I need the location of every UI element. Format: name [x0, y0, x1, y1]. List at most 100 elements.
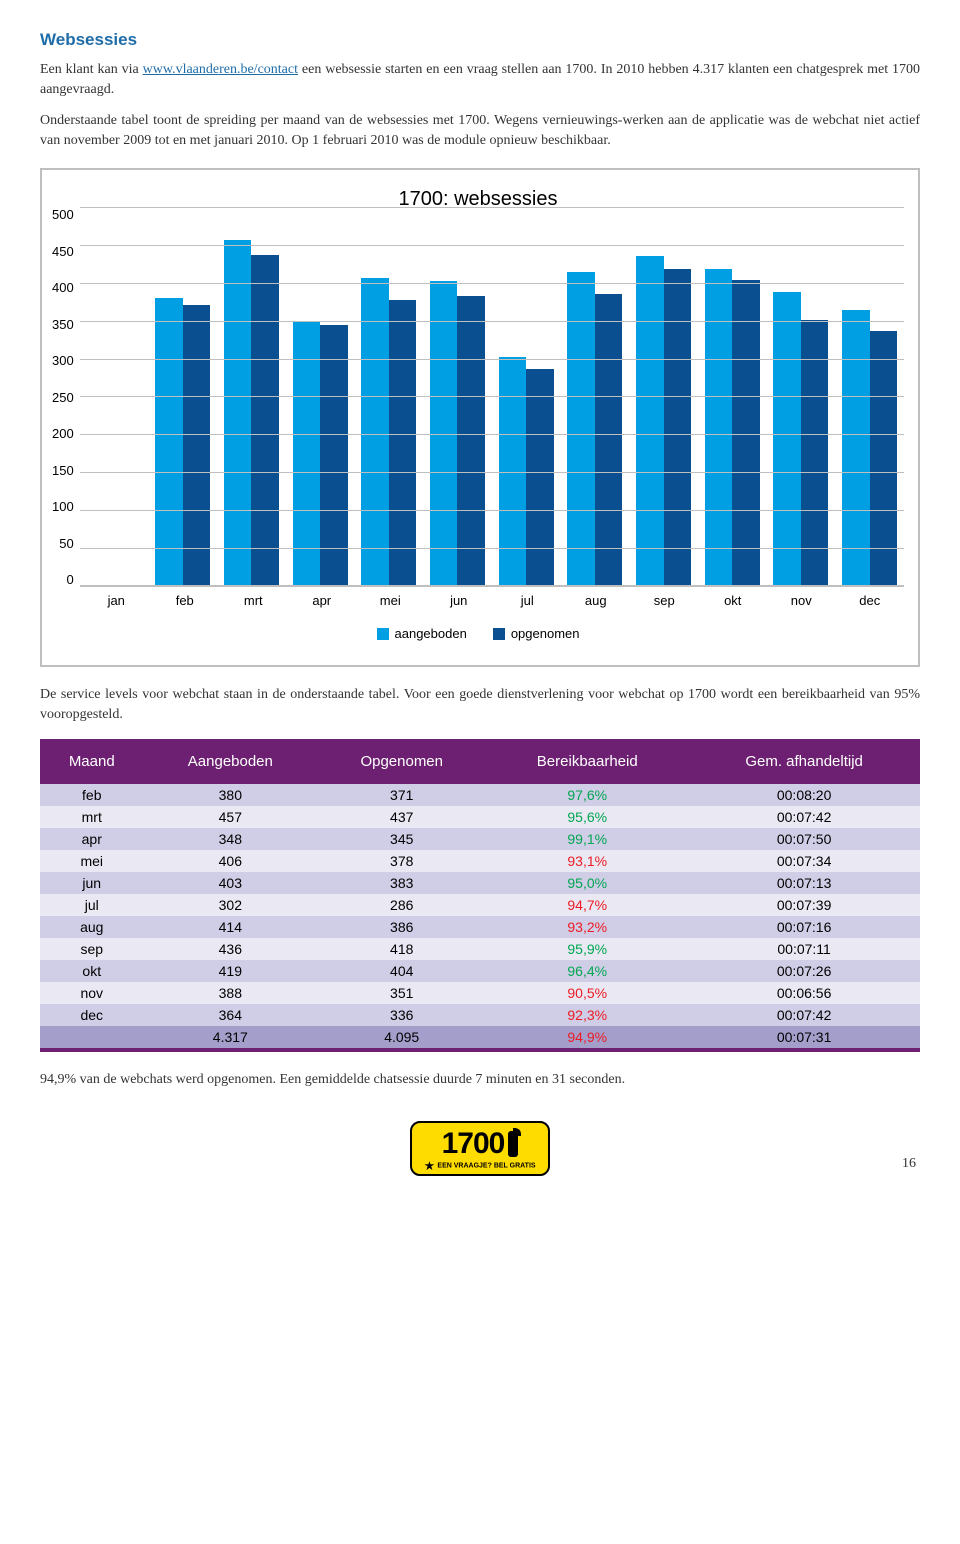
- table-total-cell: 00:07:31: [688, 1026, 920, 1050]
- table-cell: 380: [144, 784, 318, 806]
- table-row: jul30228694,7%00:07:39: [40, 894, 920, 916]
- table-cell: 94,7%: [486, 894, 688, 916]
- bar: [430, 281, 457, 586]
- table-cell: 419: [144, 960, 318, 982]
- legend-label: aangeboden: [395, 626, 467, 641]
- table-cell: 92,3%: [486, 1004, 688, 1026]
- table-cell: feb: [40, 784, 144, 806]
- table-cell: jul: [40, 894, 144, 916]
- table-cell: 383: [317, 872, 486, 894]
- phone-icon: [508, 1131, 518, 1157]
- table-cell: 00:07:26: [688, 960, 920, 982]
- x-tick: jan: [82, 587, 151, 608]
- summary-paragraph: 94,9% van de webchats werd opgenomen. Ee…: [40, 1070, 920, 1090]
- table-cell: 403: [144, 872, 318, 894]
- table-cell: 95,6%: [486, 806, 688, 828]
- table-cell: 414: [144, 916, 318, 938]
- table-total-cell: [40, 1026, 144, 1050]
- bar: [389, 300, 416, 586]
- bar: [732, 280, 759, 585]
- table-header-cell: Aangeboden: [144, 739, 318, 784]
- table-cell: 00:07:11: [688, 938, 920, 960]
- x-tick: dec: [836, 587, 905, 608]
- table-total-cell: 4.317: [144, 1026, 318, 1050]
- table-cell: 336: [317, 1004, 486, 1026]
- table-cell: 378: [317, 850, 486, 872]
- table-cell: 00:07:42: [688, 806, 920, 828]
- table-cell: 286: [317, 894, 486, 916]
- table-cell: nov: [40, 982, 144, 1004]
- table-total-cell: 94,9%: [486, 1026, 688, 1050]
- table-row: sep43641895,9%00:07:11: [40, 938, 920, 960]
- table-cell: 00:06:56: [688, 982, 920, 1004]
- table-cell: 406: [144, 850, 318, 872]
- service-level-table: MaandAangebodenOpgenomenBereikbaarheidGe…: [40, 739, 920, 1052]
- bar: [801, 320, 828, 585]
- table-cell: 457: [144, 806, 318, 828]
- bar: [155, 298, 182, 585]
- x-tick: aug: [562, 587, 631, 608]
- x-tick: mei: [356, 587, 425, 608]
- bar: [183, 305, 210, 585]
- table-cell: 351: [317, 982, 486, 1004]
- bar: [636, 256, 663, 586]
- y-tick: 450: [52, 244, 74, 259]
- table-cell: 418: [317, 938, 486, 960]
- table-row: mrt45743795,6%00:07:42: [40, 806, 920, 828]
- table-cell: 99,1%: [486, 828, 688, 850]
- bar: [595, 294, 622, 586]
- table-cell: okt: [40, 960, 144, 982]
- table-header-cell: Maand: [40, 739, 144, 784]
- table-cell: sep: [40, 938, 144, 960]
- table-cell: dec: [40, 1004, 144, 1026]
- websessies-chart: 1700: websessies 50045040035030025020015…: [40, 168, 920, 667]
- legend-item: opgenomen: [493, 626, 580, 641]
- table-header-cell: Gem. afhandeltijd: [688, 739, 920, 784]
- bar: [457, 296, 484, 586]
- table-cell: 00:07:13: [688, 872, 920, 894]
- table-cell: aug: [40, 916, 144, 938]
- emblem-icon: [424, 1161, 434, 1170]
- table-cell: 388: [144, 982, 318, 1004]
- table-cell: 348: [144, 828, 318, 850]
- table-cell: 95,0%: [486, 872, 688, 894]
- chart-x-axis: janfebmrtaprmeijunjulaugsepoktnovdec: [82, 587, 904, 608]
- table-row: mei40637893,1%00:07:34: [40, 850, 920, 872]
- x-tick: sep: [630, 587, 699, 608]
- table-row: jun40338395,0%00:07:13: [40, 872, 920, 894]
- text: Een klant kan via: [40, 62, 143, 77]
- table-total-row: 4.3174.09594,9%00:07:31: [40, 1026, 920, 1050]
- intro-paragraph-1: Een klant kan via www.vlaanderen.be/cont…: [40, 60, 920, 99]
- table-intro-paragraph: De service levels voor webchat staan in …: [40, 685, 920, 724]
- table-cell: jun: [40, 872, 144, 894]
- table-total-cell: 4.095: [317, 1026, 486, 1050]
- table-row: okt41940496,4%00:07:26: [40, 960, 920, 982]
- table-cell: apr: [40, 828, 144, 850]
- y-tick: 100: [52, 499, 74, 514]
- logo-tagline: EEN VRAAGJE? BEL GRATIS: [437, 1163, 535, 1170]
- contact-link[interactable]: www.vlaanderen.be/contact: [143, 62, 298, 77]
- table-cell: 93,2%: [486, 916, 688, 938]
- bar: [842, 310, 869, 585]
- table-header-cell: Bereikbaarheid: [486, 739, 688, 784]
- section-title: Websessies: [40, 30, 920, 50]
- bar: [567, 272, 594, 585]
- bar: [705, 269, 732, 586]
- table-cell: 97,6%: [486, 784, 688, 806]
- table-cell: 371: [317, 784, 486, 806]
- bar: [773, 292, 800, 585]
- chart-y-axis: 500450400350300250200150100500: [52, 207, 80, 587]
- table-cell: 00:08:20: [688, 784, 920, 806]
- table-row: aug41438693,2%00:07:16: [40, 916, 920, 938]
- x-tick: mrt: [219, 587, 288, 608]
- table-cell: 386: [317, 916, 486, 938]
- table-row: nov38835190,5%00:06:56: [40, 982, 920, 1004]
- table-cell: 00:07:50: [688, 828, 920, 850]
- table-cell: 364: [144, 1004, 318, 1026]
- y-tick: 300: [52, 353, 74, 368]
- table-cell: 00:07:39: [688, 894, 920, 916]
- table-row: apr34834599,1%00:07:50: [40, 828, 920, 850]
- table-cell: 00:07:16: [688, 916, 920, 938]
- table-cell: 436: [144, 938, 318, 960]
- legend-label: opgenomen: [511, 626, 580, 641]
